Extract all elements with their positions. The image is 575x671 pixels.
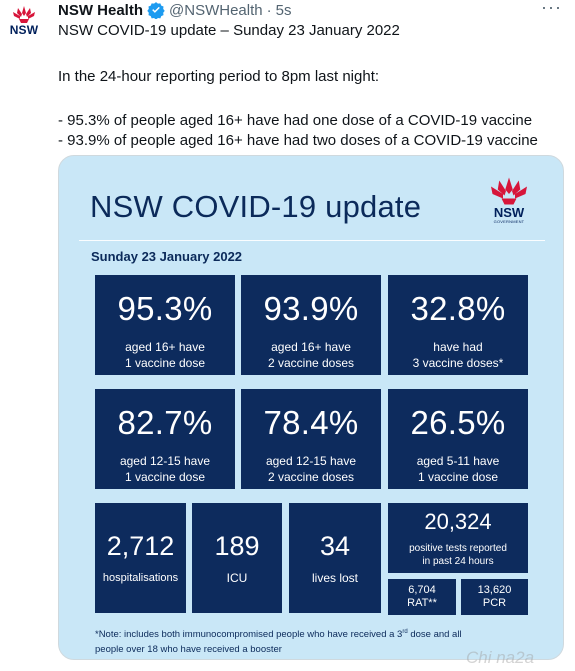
timestamp[interactable]: 5s xyxy=(275,1,292,19)
logo-wordmark: NSW xyxy=(493,205,525,220)
icu-value: 189 xyxy=(214,531,260,561)
footnote-text: dose and all xyxy=(407,629,462,641)
avatar-wordmark: NSW xyxy=(9,23,39,37)
rat-label: RAT** xyxy=(407,597,437,609)
stat-value: 78.4% xyxy=(263,404,359,441)
tweet-text-line: - 95.3% of people aged 16+ have had one … xyxy=(58,112,533,129)
stat-box: 26.5% aged 5-11 have 1 vaccine dose xyxy=(388,389,528,489)
stat-label: 2 vaccine doses xyxy=(267,470,355,484)
stat-value: 93.9% xyxy=(263,290,359,327)
stat-label: aged 5-11 have xyxy=(416,454,500,468)
author-handle[interactable]: @NSWHealth xyxy=(169,1,263,19)
card-title: NSW COVID-19 update xyxy=(90,189,422,224)
tweet-text: NSW COVID-19 update – Sunday 23 January … xyxy=(58,21,558,151)
stat-label: 1 vaccine dose xyxy=(124,470,206,484)
stat-box: 32.8% have had 3 vaccine doses* xyxy=(388,275,528,375)
positive-tests-label: positive tests reported xyxy=(409,543,507,554)
stat-value: 32.8% xyxy=(410,290,506,327)
pcr-value: 13,620 xyxy=(477,584,512,596)
lives-lost-box: 34 lives lost xyxy=(289,503,381,613)
positive-tests-box: 20,324 positive tests reported in past 2… xyxy=(388,503,528,573)
divider xyxy=(79,240,545,241)
card-date: Sunday 23 January 2022 xyxy=(91,249,243,264)
hospitalisations-box: 2,712 hospitalisations xyxy=(95,503,186,613)
stat-value: 95.3% xyxy=(117,290,213,327)
footnote-superscript: rd xyxy=(402,629,408,635)
more-options-icon[interactable]: ··· xyxy=(541,0,562,17)
verified-badge-icon xyxy=(147,1,165,19)
pcr-box: 13,620 PCR xyxy=(461,579,528,615)
stat-box: 95.3% aged 16+ have 1 vaccine dose xyxy=(95,275,235,375)
tweet-text-line: In the 24-hour reporting period to 8pm l… xyxy=(58,68,380,85)
separator: · xyxy=(266,1,272,19)
rat-value: 6,704 xyxy=(408,584,436,596)
lives-lost-value: 34 xyxy=(319,531,351,561)
stat-box: 82.7% aged 12-15 have 1 vaccine dose xyxy=(95,389,235,489)
icu-box: 189 ICU xyxy=(192,503,282,613)
icu-label: ICU xyxy=(226,571,248,585)
lives-lost-label: lives lost xyxy=(311,571,358,585)
stat-label: 2 vaccine doses xyxy=(267,356,355,370)
stat-box: 78.4% aged 12-15 have 2 vaccine doses xyxy=(241,389,381,489)
stat-label: 3 vaccine doses* xyxy=(412,356,504,370)
nsw-government-logo: NSW GOVERNMENT xyxy=(485,176,533,228)
waratah-logo-icon xyxy=(13,6,35,23)
stat-value: 82.7% xyxy=(117,404,213,441)
stat-label: aged 12-15 have xyxy=(265,454,357,468)
watermark: Chi na2a xyxy=(466,648,535,667)
stat-value: 26.5% xyxy=(410,404,506,441)
hospitalisations-label: hospitalisations xyxy=(102,572,179,584)
logo-subtext: GOVERNMENT xyxy=(493,219,525,224)
tweet-header: NSW Health @NSWHealth · 5s xyxy=(58,0,291,20)
media-image[interactable]: NSW COVID-19 update NSW GOVERNMENT Sunda… xyxy=(58,155,564,660)
tweet-text-line: - 93.9% of people aged 16+ have had two … xyxy=(58,132,538,149)
stat-label: aged 16+ have xyxy=(125,340,205,354)
stat-label: 1 vaccine dose xyxy=(124,356,206,370)
stat-box: 93.9% aged 16+ have 2 vaccine doses xyxy=(241,275,381,375)
stat-label: aged 12-15 have xyxy=(119,454,211,468)
hospitalisations-value: 2,712 xyxy=(106,531,175,561)
rat-box: 6,704 RAT** xyxy=(388,579,456,615)
waratah-logo-icon xyxy=(491,177,527,205)
avatar[interactable]: NSW xyxy=(4,4,44,44)
positive-tests-label: in past 24 hours xyxy=(422,556,494,567)
author-name[interactable]: NSW Health xyxy=(58,1,144,19)
pcr-label: PCR xyxy=(482,597,507,609)
stat-label: aged 16+ have xyxy=(271,340,351,354)
stat-label: 1 vaccine dose xyxy=(417,470,499,484)
footnote-text: *Note: includes both immunocompromised p… xyxy=(95,629,403,641)
positive-tests-value: 20,324 xyxy=(424,509,492,534)
stat-label: have had xyxy=(433,340,483,354)
tweet-text-line: NSW COVID-19 update – Sunday 23 January … xyxy=(58,22,400,39)
footnote-text: people over 18 who have received a boost… xyxy=(95,644,282,656)
footnote: *Note: includes both immunocompromised p… xyxy=(95,625,545,657)
